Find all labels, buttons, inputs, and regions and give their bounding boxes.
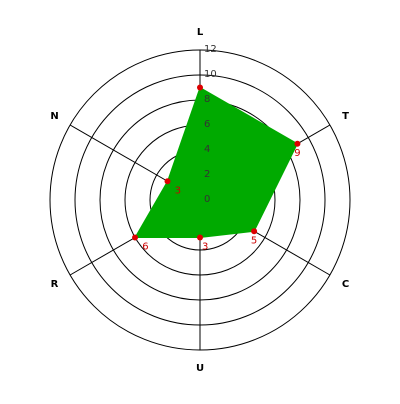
value-label: 5: [251, 235, 257, 246]
category-label: R: [51, 279, 59, 290]
value-label: 3: [175, 185, 181, 196]
data-point: [164, 178, 171, 185]
tick-label: 8: [204, 94, 210, 105]
tick-label: 0: [204, 194, 210, 205]
tick-label: 6: [204, 119, 210, 130]
data-point: [197, 84, 203, 91]
category-label: U: [196, 363, 204, 374]
tick-label: 10: [204, 69, 217, 80]
category-label: N: [50, 111, 58, 122]
category-label: C: [342, 279, 349, 290]
data-point: [132, 234, 139, 241]
value-label: 3: [202, 242, 208, 253]
tick-label: 4: [204, 144, 210, 155]
data-point: [294, 140, 301, 147]
data-point: [197, 234, 203, 241]
data-point: [251, 228, 258, 235]
category-label: L: [197, 27, 204, 38]
tick-label: 2: [204, 169, 210, 180]
tick-label: 12: [204, 44, 217, 55]
value-label: 6: [142, 242, 148, 253]
value-label: 9: [294, 148, 300, 159]
category-label: T: [342, 111, 349, 122]
